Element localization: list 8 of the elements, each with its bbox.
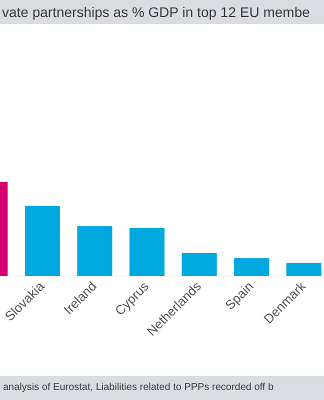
bar: [24, 206, 60, 276]
bar: [234, 258, 270, 276]
bar: [182, 252, 217, 276]
bar: [286, 262, 322, 276]
text: analysis of Eurostat, Liabilities related to PPPs recorded off b: [0, 376, 324, 400]
chart-title: vate partnerships as % GDP in top 12 EU membe: [0, 0, 324, 24]
bar: [129, 228, 165, 276]
bar: [77, 226, 112, 276]
